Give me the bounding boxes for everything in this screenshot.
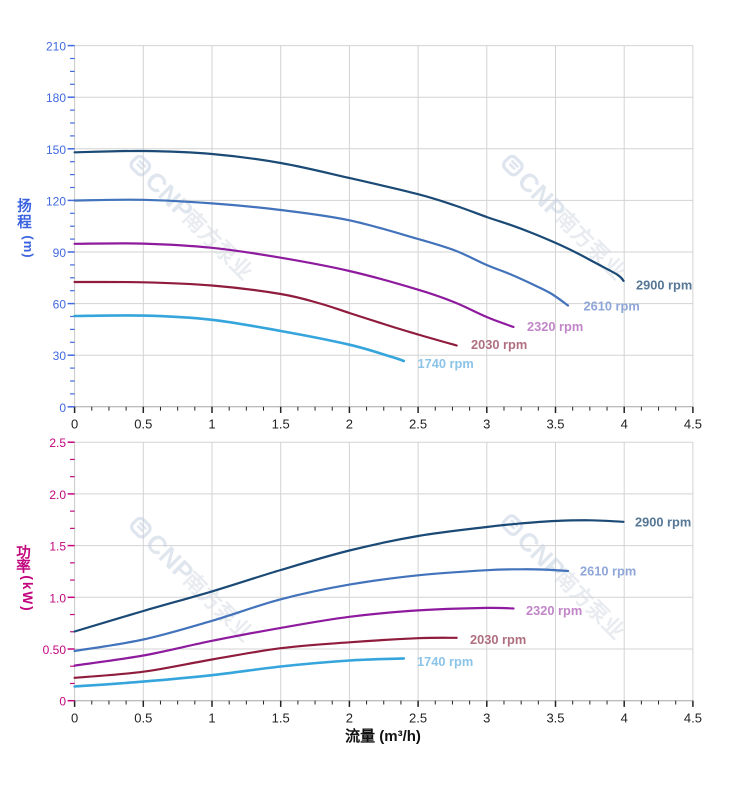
svg-text:3.5: 3.5 [546, 711, 564, 726]
svg-text:(kW): (kW) [20, 575, 35, 612]
svg-text:2030 rpm: 2030 rpm [470, 632, 526, 647]
svg-text:4.5: 4.5 [684, 711, 702, 726]
svg-text:4.5: 4.5 [684, 417, 702, 432]
svg-text:程: 程 [17, 214, 32, 231]
svg-text:1: 1 [208, 711, 215, 726]
svg-text:1.0: 1.0 [49, 591, 66, 605]
svg-text:4: 4 [621, 417, 628, 432]
svg-text:1: 1 [208, 417, 215, 432]
svg-text:0.50: 0.50 [43, 643, 67, 657]
svg-text:功: 功 [16, 545, 31, 562]
svg-text:2610 rpm: 2610 rpm [584, 299, 640, 314]
svg-text:扬: 扬 [17, 197, 32, 215]
svg-text:2.5: 2.5 [409, 711, 427, 726]
svg-text:2900 rpm: 2900 rpm [635, 515, 691, 530]
svg-text:3: 3 [483, 417, 490, 432]
svg-text:2: 2 [346, 711, 353, 726]
svg-text:2900 rpm: 2900 rpm [636, 278, 692, 293]
svg-text:1.5: 1.5 [49, 540, 66, 554]
svg-text:1.5: 1.5 [272, 711, 290, 726]
svg-text:90: 90 [53, 246, 67, 260]
svg-text:120: 120 [46, 194, 66, 208]
svg-text:3: 3 [483, 711, 490, 726]
svg-text:3.5: 3.5 [546, 417, 564, 432]
svg-text:0.5: 0.5 [134, 711, 152, 726]
svg-text:流量 (m³/h): 流量 (m³/h) [345, 727, 421, 745]
svg-text:2.5: 2.5 [49, 436, 66, 450]
svg-text:4: 4 [621, 711, 628, 726]
svg-text:2.5: 2.5 [409, 417, 427, 432]
svg-text:0: 0 [59, 695, 66, 709]
svg-text:0: 0 [71, 417, 78, 432]
svg-text:0.5: 0.5 [134, 417, 152, 432]
svg-text:30: 30 [53, 349, 67, 363]
svg-text:0: 0 [59, 401, 66, 415]
svg-text:(m): (m) [21, 235, 36, 258]
svg-text:1740 rpm: 1740 rpm [417, 654, 473, 669]
svg-text:60: 60 [53, 298, 67, 312]
svg-text:2320 rpm: 2320 rpm [526, 603, 582, 618]
svg-text:210: 210 [46, 40, 66, 54]
svg-text:1740 rpm: 1740 rpm [418, 356, 474, 371]
svg-text:2610 rpm: 2610 rpm [580, 564, 636, 579]
svg-text:0: 0 [71, 711, 78, 726]
svg-text:1.5: 1.5 [272, 417, 290, 432]
svg-text:2320 rpm: 2320 rpm [527, 319, 583, 334]
svg-text:2: 2 [346, 417, 353, 432]
svg-text:2.0: 2.0 [49, 488, 66, 502]
svg-text:2030 rpm: 2030 rpm [471, 337, 527, 352]
svg-text:180: 180 [46, 91, 66, 105]
svg-text:150: 150 [46, 143, 66, 157]
svg-text:率: 率 [16, 558, 31, 576]
